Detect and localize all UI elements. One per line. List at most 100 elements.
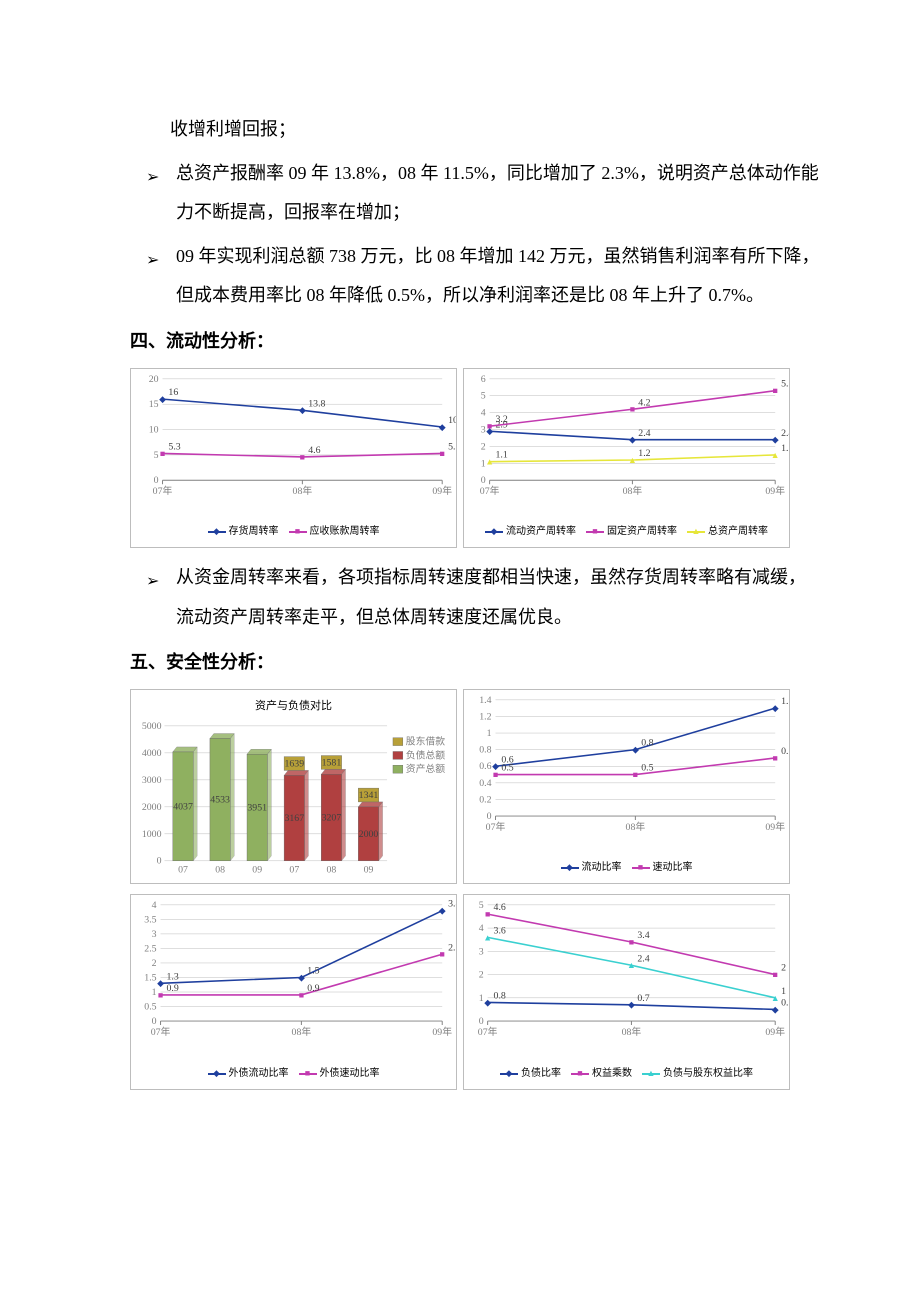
svg-text:■: ■ <box>633 770 638 780</box>
svg-text:0: 0 <box>481 475 486 486</box>
svg-text:4037: 4037 <box>173 801 193 812</box>
svg-text:◆: ◆ <box>772 703 779 713</box>
svg-text:09年: 09年 <box>765 820 785 833</box>
svg-text:08年: 08年 <box>292 1025 312 1038</box>
svg-text:负债总额: 负债总额 <box>406 749 445 762</box>
external-debt-ratio-chart: 00.511.522.533.5407年08年09年◆1.3◆1.5◆3.8■0… <box>130 894 457 1089</box>
svg-text:2000: 2000 <box>359 829 379 840</box>
svg-text:◆: ◆ <box>632 745 639 755</box>
svg-text:1.2: 1.2 <box>479 711 491 722</box>
svg-text:0: 0 <box>479 1016 484 1027</box>
svg-text:3.4: 3.4 <box>637 931 649 942</box>
svg-text:3167: 3167 <box>284 813 304 824</box>
svg-text:0.7: 0.7 <box>637 993 649 1004</box>
svg-text:1.5: 1.5 <box>307 966 319 977</box>
svg-text:0: 0 <box>487 811 492 822</box>
svg-text:1.3: 1.3 <box>166 972 178 983</box>
svg-text:1.3: 1.3 <box>781 696 789 707</box>
svg-text:■: ■ <box>773 753 778 763</box>
svg-text:0.6: 0.6 <box>479 761 491 772</box>
svg-text:1639: 1639 <box>284 759 304 770</box>
svg-text:1: 1 <box>781 986 786 997</box>
svg-text:0: 0 <box>152 1016 157 1027</box>
svg-text:■: ■ <box>485 910 490 920</box>
svg-text:◆: ◆ <box>628 1000 635 1010</box>
svg-text:1: 1 <box>487 728 492 739</box>
svg-text:08年: 08年 <box>623 484 643 497</box>
svg-text:■: ■ <box>487 421 492 431</box>
bullet-arrow-icon: ➢ <box>100 558 176 599</box>
svg-text:资产总额: 资产总额 <box>406 762 445 775</box>
svg-text:4.2: 4.2 <box>638 397 650 408</box>
svg-text:0.5: 0.5 <box>501 763 513 774</box>
svg-text:3.8: 3.8 <box>448 899 456 910</box>
svg-text:■: ■ <box>629 937 634 947</box>
svg-text:10: 10 <box>149 424 159 435</box>
bullet-text: 09 年实现利润总额 738 万元，比 08 年增加 142 万元，虽然销售利润… <box>176 237 820 316</box>
svg-text:◆: ◆ <box>629 434 636 444</box>
svg-text:4000: 4000 <box>142 748 162 759</box>
svg-text:5.3: 5.3 <box>781 378 789 389</box>
svg-text:08年: 08年 <box>626 820 646 833</box>
svg-text:0: 0 <box>154 475 159 486</box>
svg-text:5: 5 <box>154 449 159 460</box>
svg-text:08年: 08年 <box>293 484 313 497</box>
svg-text:09年: 09年 <box>432 1025 452 1038</box>
svg-text:08: 08 <box>327 865 337 876</box>
svg-text:3207: 3207 <box>322 813 342 824</box>
bullet-arrow-icon: ➢ <box>100 154 176 195</box>
svg-text:▲: ▲ <box>483 933 492 943</box>
svg-text:3: 3 <box>481 424 486 435</box>
svg-text:3: 3 <box>152 929 157 940</box>
svg-text:5: 5 <box>481 390 486 401</box>
svg-text:0.9: 0.9 <box>166 983 178 994</box>
svg-text:09: 09 <box>364 865 374 876</box>
svg-text:1.5: 1.5 <box>781 443 789 454</box>
svg-text:16: 16 <box>168 387 178 398</box>
svg-text:5.3: 5.3 <box>168 441 180 452</box>
svg-text:1: 1 <box>479 993 484 1004</box>
svg-text:3.5: 3.5 <box>144 915 156 926</box>
svg-text:2.4: 2.4 <box>781 427 789 438</box>
svg-text:09: 09 <box>252 865 262 876</box>
section-heading-5: 五、安全性分析： <box>130 643 820 683</box>
svg-text:1341: 1341 <box>359 790 379 801</box>
para-continuation: 收增利增回报； <box>170 110 820 150</box>
svg-text:4533: 4533 <box>210 795 230 806</box>
svg-text:20: 20 <box>149 373 159 384</box>
svg-text:2: 2 <box>479 970 484 981</box>
safety-charts-row-2: 00.511.522.533.5407年08年09年◆1.3◆1.5◆3.8■0… <box>130 894 790 1089</box>
inventory-turnover-chart: 0510152007年08年09年◆16◆13.8◆10.5■5.3■4.6■5… <box>130 368 457 549</box>
svg-text:0.2: 0.2 <box>479 794 491 805</box>
svg-text:2.3: 2.3 <box>448 943 456 954</box>
svg-text:08: 08 <box>215 865 225 876</box>
svg-text:3.6: 3.6 <box>494 926 506 937</box>
svg-text:◆: ◆ <box>484 998 491 1008</box>
svg-text:1.2: 1.2 <box>638 448 650 459</box>
svg-text:10.5: 10.5 <box>448 415 456 426</box>
svg-text:5.3: 5.3 <box>448 441 456 452</box>
svg-text:3000: 3000 <box>142 775 162 786</box>
svg-text:13.8: 13.8 <box>308 398 325 409</box>
svg-text:■: ■ <box>773 970 778 980</box>
svg-text:0.8: 0.8 <box>479 745 491 756</box>
svg-text:■: ■ <box>493 770 498 780</box>
svg-text:2.5: 2.5 <box>144 944 156 955</box>
svg-text:◆: ◆ <box>299 405 306 415</box>
svg-text:◆: ◆ <box>298 973 305 983</box>
svg-text:■: ■ <box>630 404 635 414</box>
current-quick-ratio-chart: 00.20.40.60.811.21.407年08年09年◆0.6◆0.8◆1.… <box>463 689 790 884</box>
svg-text:◆: ◆ <box>159 394 166 404</box>
leverage-ratio-chart: 01234507年08年09年◆0.8◆0.7◆0.5■4.6■3.4■2▲3.… <box>463 894 790 1089</box>
svg-text:0.8: 0.8 <box>494 991 506 1002</box>
svg-text:0.5: 0.5 <box>144 1002 156 1013</box>
svg-text:09年: 09年 <box>765 1025 785 1038</box>
liquidity-charts-row: 0510152007年08年09年◆16◆13.8◆10.5■5.3■4.6■5… <box>130 368 790 549</box>
svg-text:0.5: 0.5 <box>781 998 789 1009</box>
svg-text:1.5: 1.5 <box>144 973 156 984</box>
svg-text:3: 3 <box>479 947 484 958</box>
svg-text:1.1: 1.1 <box>496 449 508 460</box>
svg-text:◆: ◆ <box>772 1005 779 1015</box>
svg-text:3.2: 3.2 <box>496 414 508 425</box>
svg-text:6: 6 <box>481 373 486 384</box>
